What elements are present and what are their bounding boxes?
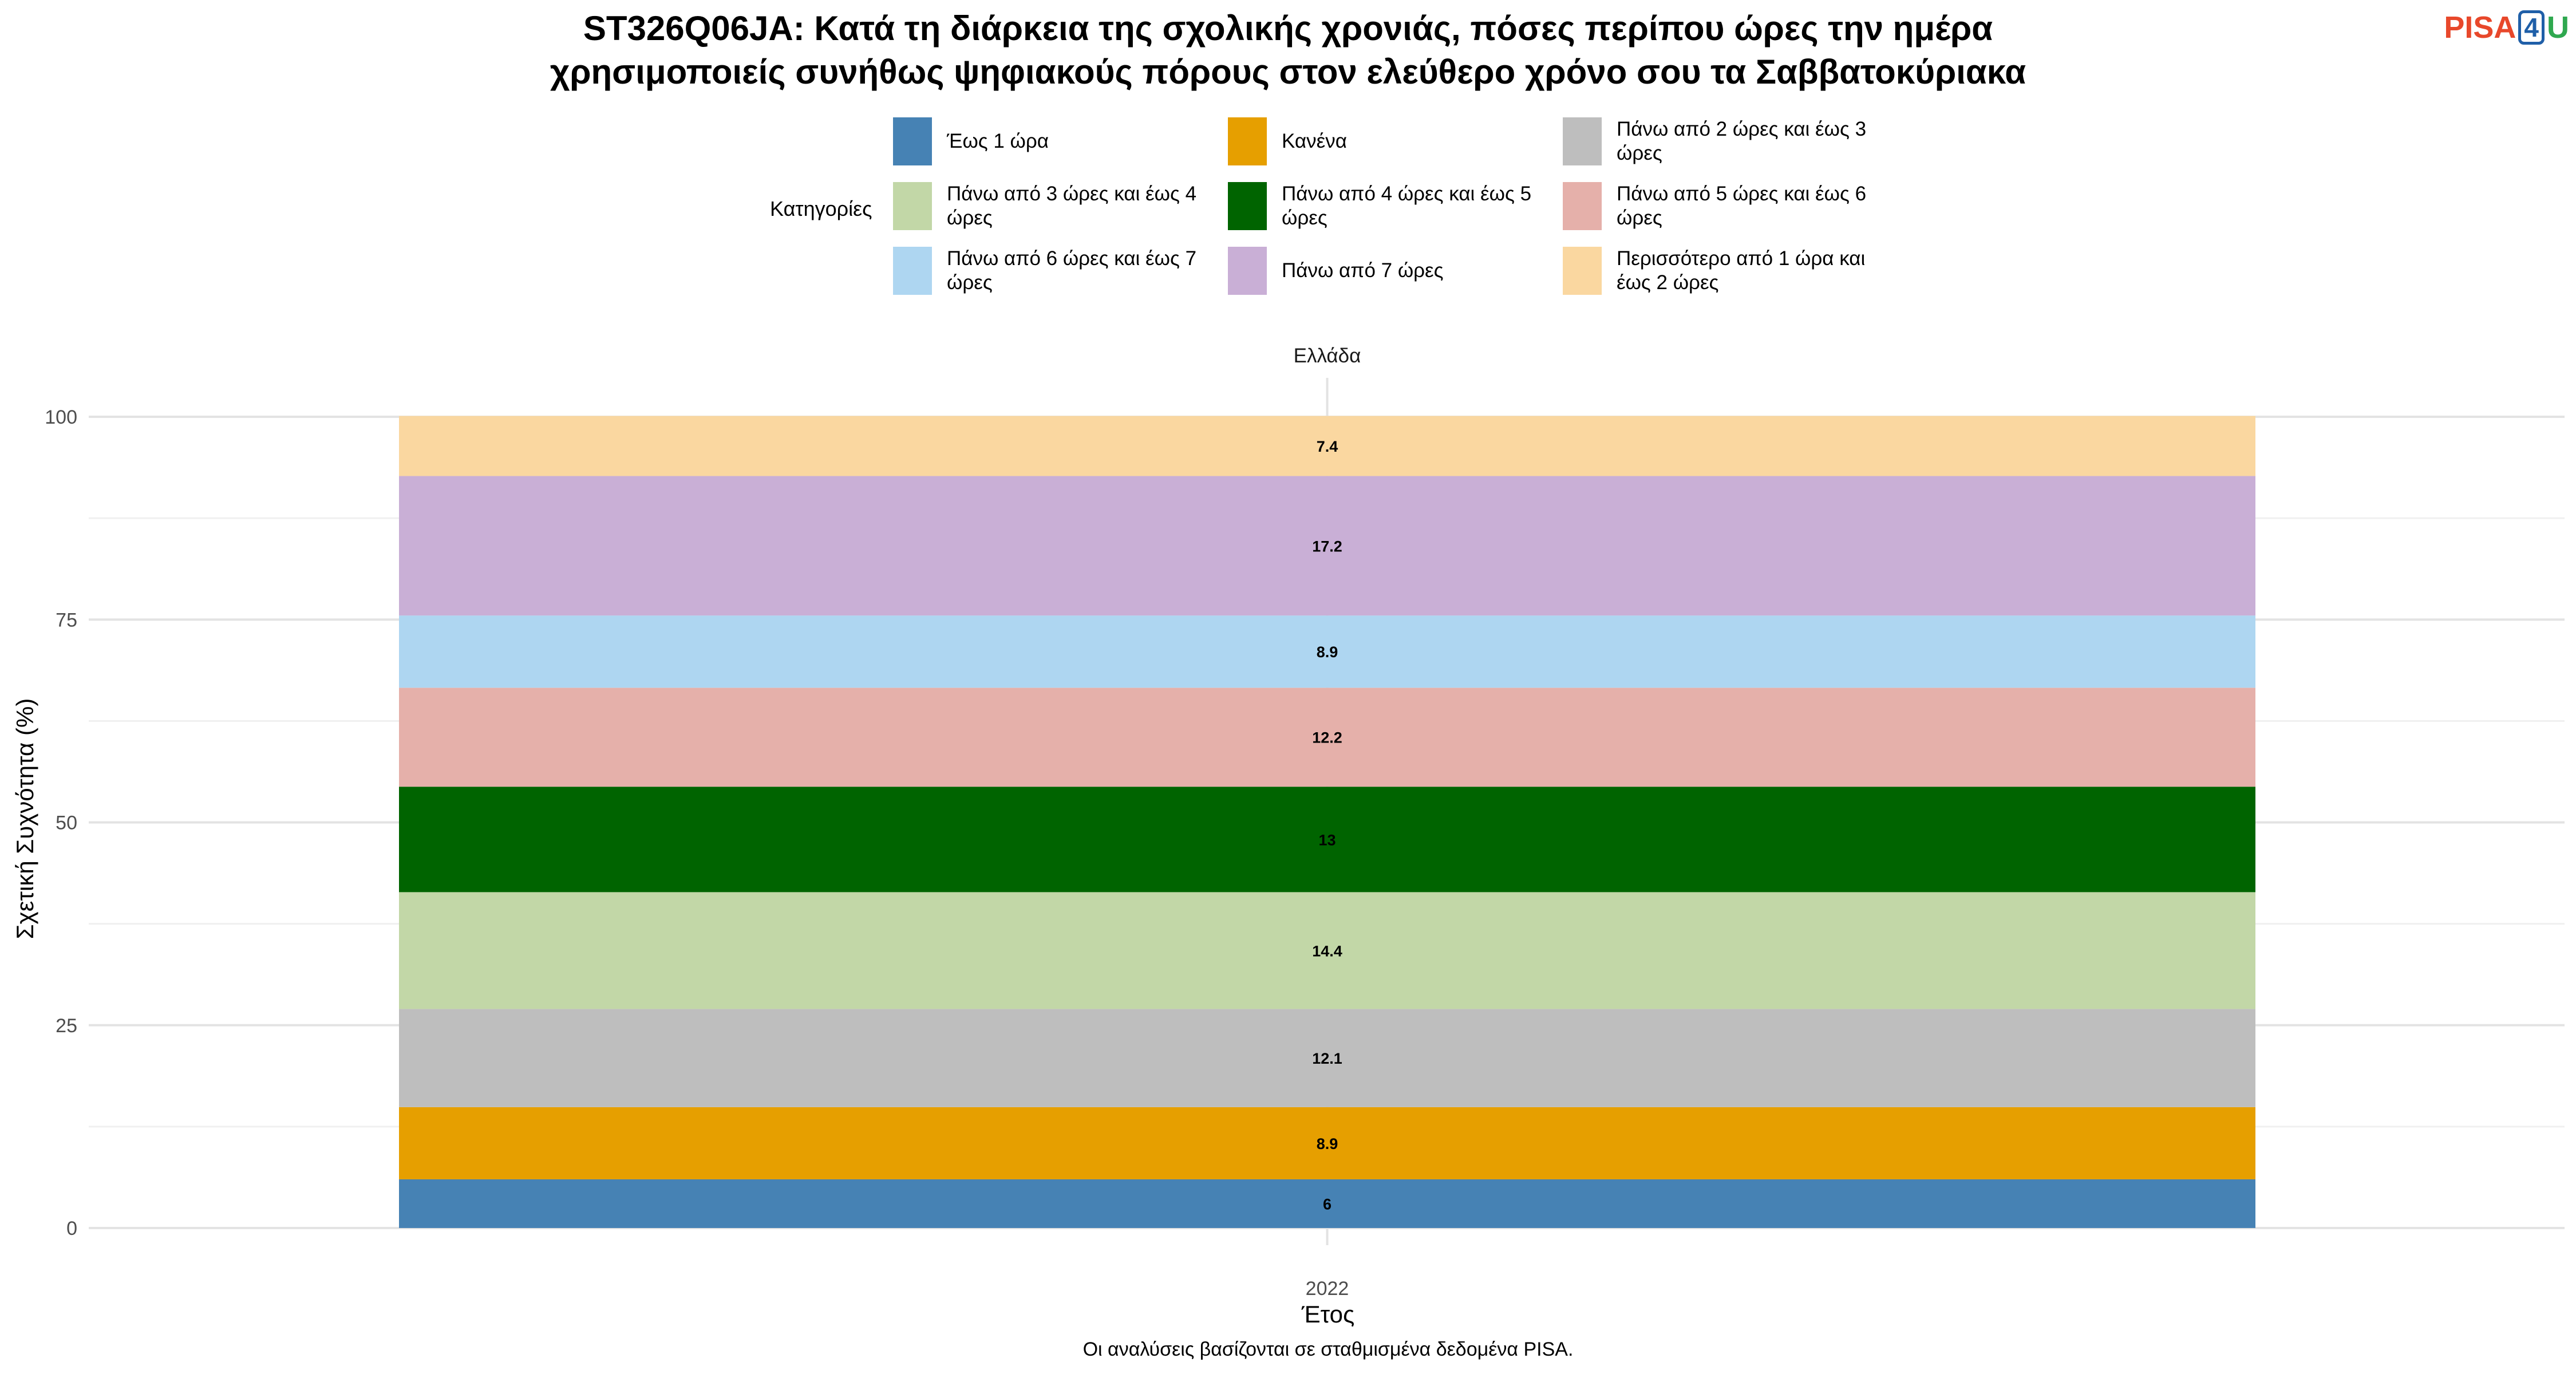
legend-label: Πάνω από 2 ώρες και έως 3 ώρες: [1617, 118, 1867, 164]
x-axis-label: Έτος: [1301, 1301, 1355, 1328]
legend-title: Κατηγορίες: [770, 197, 872, 220]
legend-item: Πάνω από 7 ώρες: [1228, 247, 1551, 295]
bar-value-label: 8.9: [1317, 643, 1338, 661]
bar-segment: [399, 1009, 2255, 1107]
legend-item: Έως 1 ώρα: [893, 117, 1216, 165]
bar-value-label: 14.4: [1312, 942, 1342, 960]
y-tick-label: 25: [56, 1015, 77, 1037]
bar-segment: [399, 892, 2255, 1009]
legend-label: Έως 1 ώρα: [947, 130, 1049, 152]
bar-value-label: 13: [1318, 831, 1336, 848]
legend-swatch: [893, 117, 932, 165]
bar-value-label: 12.1: [1312, 1050, 1342, 1067]
bar-segment: [399, 615, 2255, 688]
legend-swatch: [893, 247, 932, 295]
caption: Οι αναλύσεις βασίζονται σε σταθμισμένα δ…: [1082, 1339, 1574, 1360]
chart-title: ST326Q06JA: Κατά τη διάρκεια της σχολική…: [0, 7, 2576, 94]
bar-value-label: 17.2: [1312, 538, 1342, 555]
legend-item: Κανένα: [1228, 117, 1551, 165]
legend-item: Πάνω από 6 ώρες και έως 7 ώρες: [893, 247, 1216, 295]
pisa4u-logo: PISA 4 U: [2444, 7, 2569, 48]
x-tick-label: 2022: [1306, 1278, 1349, 1300]
legend-swatch: [1228, 117, 1267, 165]
bar-value-label: 6: [1323, 1195, 1332, 1213]
legend-item: Πάνω από 4 ώρες και έως 5 ώρες: [1228, 182, 1551, 230]
facet-label: Ελλάδα: [1294, 345, 1361, 367]
legend-item: Πάνω από 5 ώρες και έως 6 ώρες: [1563, 182, 1886, 230]
legend-label: Περισσότερο από 1 ώρα και έως 2 ώρες: [1617, 247, 1866, 294]
bar-value-label: 7.4: [1317, 438, 1338, 455]
legend-item: Πάνω από 3 ώρες και έως 4 ώρες: [893, 182, 1216, 230]
y-tick-label: 100: [45, 406, 77, 428]
logo-text-4: 4: [2518, 10, 2545, 45]
bar-segment: [399, 1107, 2255, 1179]
legend-label: Πάνω από 3 ώρες και έως 4 ώρες: [947, 183, 1197, 229]
legend-item: Πάνω από 2 ώρες και έως 3 ώρες: [1563, 117, 1886, 165]
bar-segment: [399, 787, 2255, 893]
bar-segment: [399, 1179, 2255, 1228]
bar-segment: [399, 688, 2255, 787]
logo-text-pisa: PISA: [2444, 10, 2516, 45]
chart-title-line-2: χρησιμοποιείς συνήθως ψηφιακούς πόρους σ…: [550, 53, 2026, 91]
legend-swatch: [1563, 117, 1602, 165]
y-axis-label: Σχετική Συχνότητα (%): [11, 698, 38, 939]
legend-swatch: [1563, 247, 1602, 295]
legend-item: Περισσότερο από 1 ώρα και έως 2 ώρες: [1563, 247, 1886, 295]
y-tick-label: 0: [66, 1218, 77, 1239]
legend-label: Πάνω από 6 ώρες και έως 7 ώρες: [947, 247, 1197, 294]
y-tick-label: 75: [56, 609, 77, 631]
bar-segment: [399, 476, 2255, 616]
y-tick-label: 50: [56, 812, 77, 834]
legend-swatch: [1228, 182, 1267, 230]
legend-swatch: [1563, 182, 1602, 230]
legend-swatch: [1228, 247, 1267, 295]
bar-value-label: 8.9: [1317, 1135, 1338, 1152]
legend-label: Πάνω από 7 ώρες: [1282, 259, 1444, 282]
legend-label: Κανένα: [1282, 130, 1347, 152]
legend-label: Πάνω από 5 ώρες και έως 6 ώρες: [1617, 183, 1867, 229]
bar-segment: [399, 416, 2255, 476]
bar-value-label: 12.2: [1312, 729, 1342, 747]
legend-label: Πάνω από 4 ώρες και έως 5 ώρες: [1282, 183, 1532, 229]
logo-text-u: U: [2547, 10, 2569, 45]
chart-title-line-1: ST326Q06JA: Κατά τη διάρκεια της σχολική…: [583, 9, 1993, 48]
legend-swatch: [893, 182, 932, 230]
